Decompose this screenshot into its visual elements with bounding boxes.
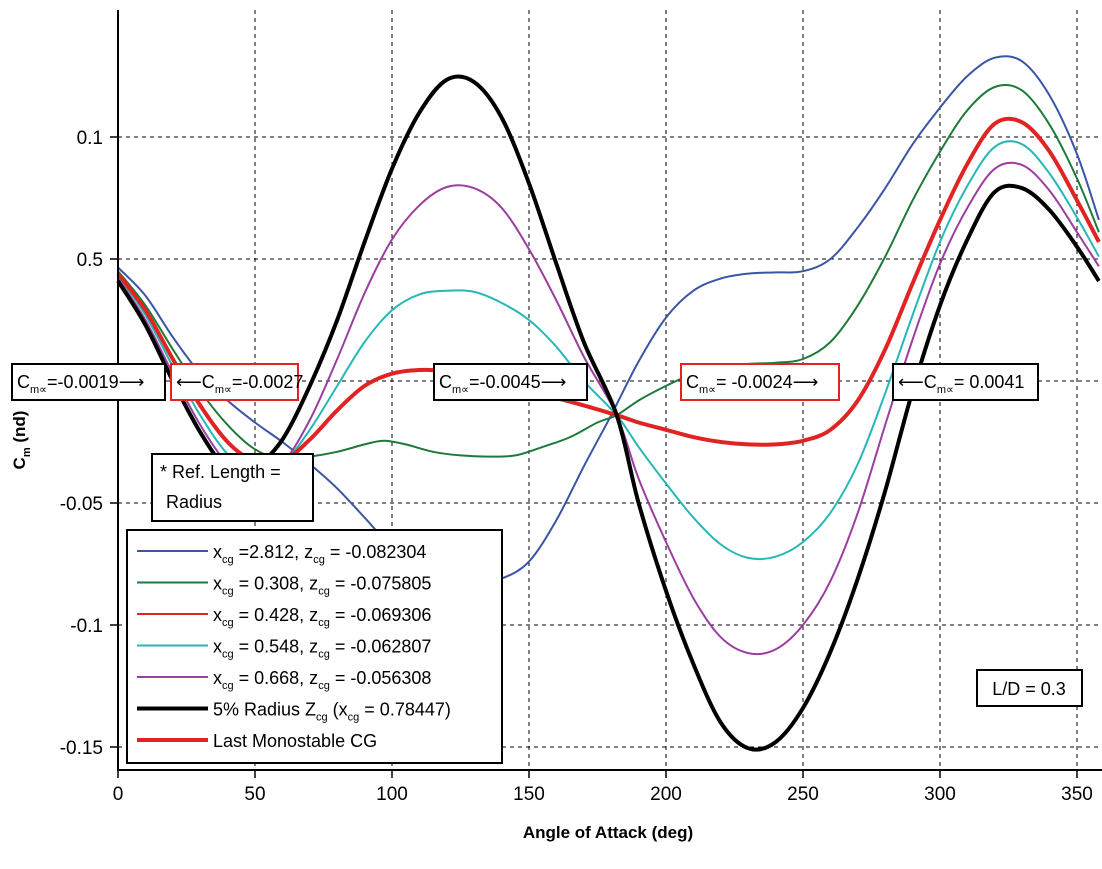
ref-length-note-line-1: * Ref. Length = [160,462,281,482]
y-tick-labels: 0.1 0.5 -0.05 -0.1 -0.15 [60,128,118,759]
cm-annotation-box [433,363,588,401]
legend-label: Last Monostable CG [213,731,377,751]
legend-entry: Last Monostable CG [137,731,377,751]
ref-length-note: * Ref. Length = Radius [151,453,314,522]
legend-label: xcg =2.812, zcg = -0.082304 [213,542,426,566]
legend-label: xcg = 0.308, zcg = -0.075805 [213,574,431,598]
x-tick-label: 250 [787,784,819,805]
x-tick-label: 300 [924,784,956,805]
legend-label: xcg = 0.668, zcg = -0.056308 [213,668,431,692]
y-tick-label: -0.1 [70,616,103,637]
legend-entry: xcg = 0.548, zcg = -0.062807 [137,637,431,661]
cm-annotation-cm1: Cm∝=-0.0019⟶ [11,363,166,401]
legend-label: xcg = 0.428, zcg = -0.069306 [213,605,431,629]
ld-label-text: L/D = 0.3 [992,679,1066,699]
x-tick-label: 50 [244,784,265,805]
legend-entry: xcg =2.812, zcg = -0.082304 [137,542,426,566]
x-tick-label: 150 [513,784,545,805]
x-tick-label: 350 [1061,784,1093,805]
y-axis-title: Cm (nd) [10,411,33,470]
y-tick-label: -0.15 [60,738,103,759]
ld-label-box [976,669,1083,707]
cm-annotation-box [892,363,1039,401]
cm-annotation-cm5: ⟵Cm∝= 0.0041 [892,363,1039,401]
y-tick-label: 0.1 [77,128,103,149]
cm-annotation-box [11,363,166,401]
x-tick-label: 100 [376,784,408,805]
legend-entry: xcg = 0.668, zcg = -0.056308 [137,668,431,692]
legend-entry: xcg = 0.308, zcg = -0.075805 [137,574,431,598]
cm-annotation-box [680,363,840,401]
cm-annotation-box [170,363,299,401]
cm-annotation-text: ⟵Cm∝=-0.0027 [176,372,303,396]
cm-annotation-cm4: Cm∝= -0.0024⟶ [680,363,840,401]
y-tick-label: -0.05 [60,494,103,515]
x-tick-label: 200 [650,784,682,805]
cm-annotation-text: ⟵Cm∝= 0.0041 [898,372,1024,396]
cm-annotation-cm2: ⟵Cm∝=-0.0027 [170,363,303,401]
series-line-6 [116,116,1101,467]
x-axis-title: Angle of Attack (deg) [523,823,693,842]
cm-annotation-text: Cm∝=-0.0045⟶ [439,372,566,396]
cm-annotation-text: Cm∝= -0.0024⟶ [686,372,818,396]
legend-label: 5% Radius Zcg (xcg = 0.78447) [213,700,451,724]
y-tick-label: 0.5 [77,250,103,271]
x-tick-labels: 0 50 100 150 200 250 300 350 [113,770,1093,805]
ref-length-note-box [151,453,314,522]
ref-length-note-line-2: Radius [166,492,222,512]
legend-label: xcg = 0.548, zcg = -0.062807 [213,637,431,661]
cm-annotations: Cm∝=-0.0019⟶ ⟵Cm∝=-0.0027 Cm∝=-0.0045⟶ Cm∝=… [11,363,1039,401]
x-tick-label: 0 [113,784,124,805]
cm-annotation-text: Cm∝=-0.0019⟶ [17,372,144,396]
ld-label: L/D = 0.3 [976,669,1083,707]
legend-entry: 5% Radius Zcg (xcg = 0.78447) [137,700,451,724]
legend-entry: xcg = 0.428, zcg = -0.069306 [137,605,431,629]
legend: xcg =2.812, zcg = -0.082304 xcg = 0.308, … [126,529,503,764]
cm-annotation-cm3: Cm∝=-0.0045⟶ [433,363,588,401]
